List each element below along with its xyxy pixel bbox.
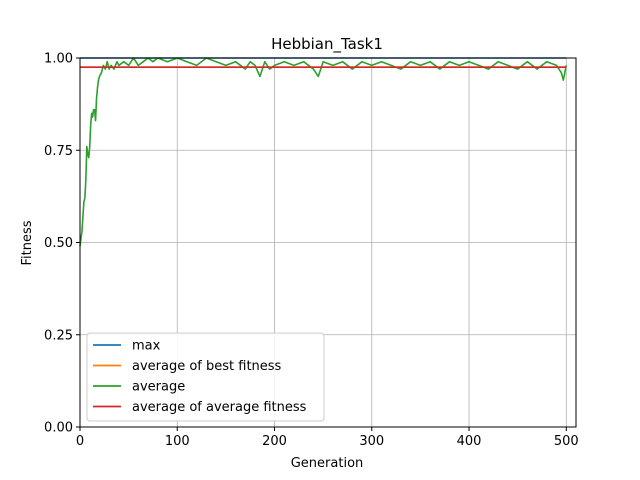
x-tick-label: 500 xyxy=(554,434,579,449)
legend-label: average xyxy=(132,380,185,395)
y-tick-label: 0.75 xyxy=(44,144,73,159)
x-tick-label: 300 xyxy=(359,434,384,449)
legend-box xyxy=(86,332,325,422)
legend-label: average of average fitness xyxy=(132,400,307,415)
series-lines xyxy=(79,57,568,247)
chart-title: Hebbian_Task1 xyxy=(271,35,383,54)
series-line-average xyxy=(79,57,568,247)
y-axis-label: Fitness xyxy=(20,220,35,265)
x-tick-label: 200 xyxy=(262,434,287,449)
legend-label: average of best fitness xyxy=(132,359,282,374)
y-tick-label: 0.50 xyxy=(44,236,73,251)
legend: max average of best fitness average average… xyxy=(86,332,325,422)
y-tick-label: 0.25 xyxy=(44,328,73,343)
legend-label: max xyxy=(132,339,161,354)
x-tick-label: 100 xyxy=(165,434,190,449)
x-tick-label: 0 xyxy=(76,434,84,449)
x-tick-label: 400 xyxy=(457,434,482,449)
y-tick-label: 0.00 xyxy=(44,421,73,436)
y-tick-label: 1.00 xyxy=(44,52,73,67)
x-axis-ticks: 0 100 200 300 400 500 xyxy=(76,427,579,449)
y-axis-ticks: 0.00 0.25 0.50 0.75 1.00 xyxy=(44,52,80,436)
x-axis-label: Generation xyxy=(291,456,364,471)
